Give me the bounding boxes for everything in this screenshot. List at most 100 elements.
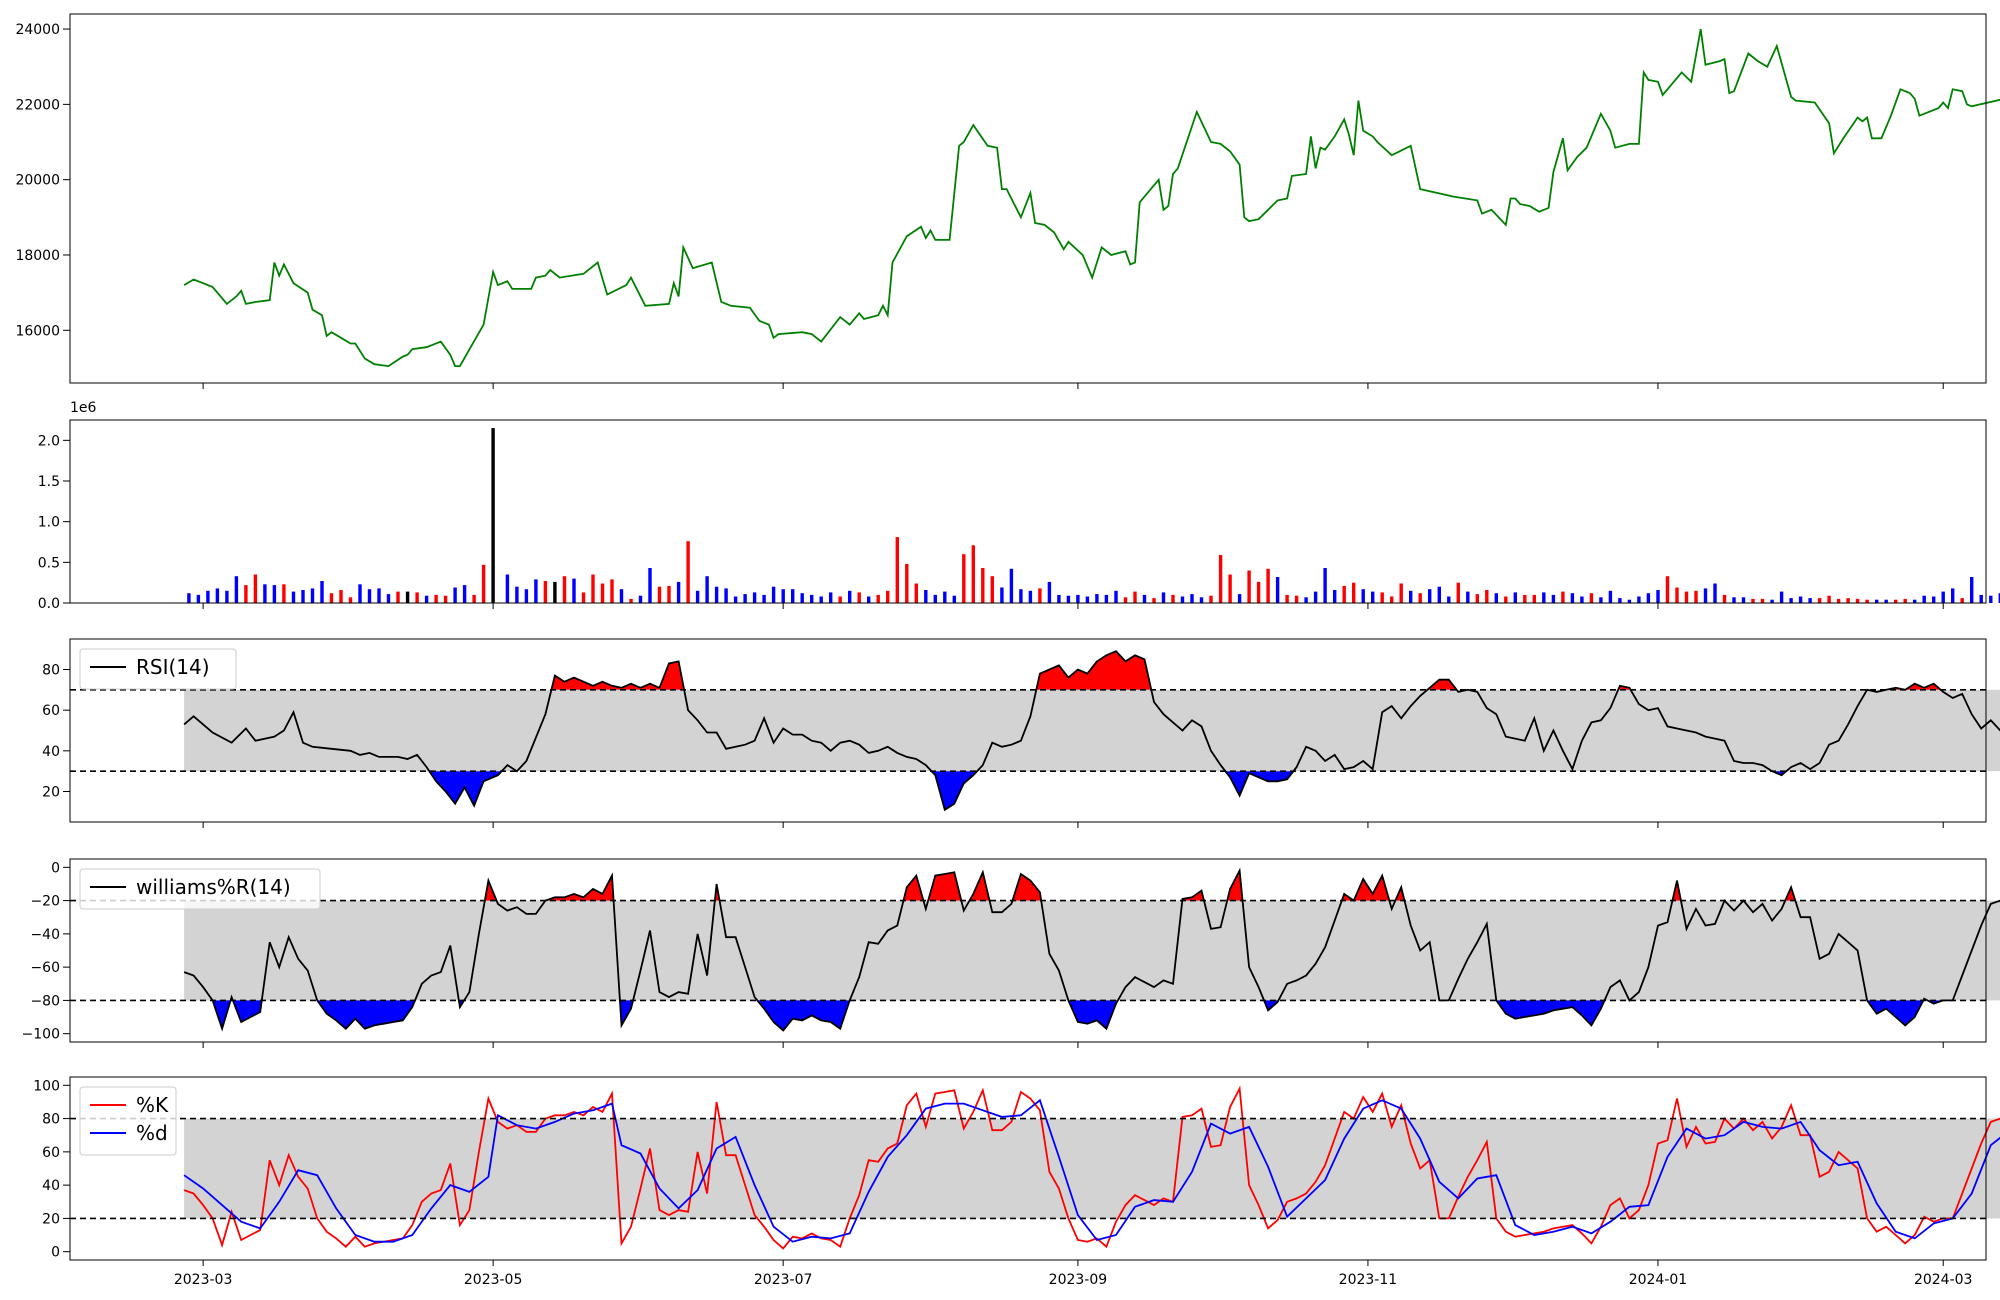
volume-bar (282, 584, 286, 603)
volume-bar (253, 574, 258, 603)
volume-bar (1703, 588, 1708, 603)
volume-bar (1570, 593, 1575, 603)
volume-bar (1028, 590, 1033, 603)
x-axis-tick-label: 2023-07 (754, 1272, 813, 1288)
volume-bar (610, 579, 614, 603)
volume-bar (1294, 595, 1299, 603)
volume-bar (1798, 596, 1803, 603)
volume-bar (676, 581, 681, 603)
volume-bar (1637, 596, 1641, 603)
volume-bar (1922, 595, 1926, 603)
rsi-ytick-label: 60 (42, 703, 60, 719)
volume-bar (1390, 596, 1394, 603)
volume-bar (206, 590, 210, 603)
volume-bar (1409, 590, 1413, 603)
volume-bar (1323, 568, 1327, 603)
volume-bar (705, 576, 709, 603)
volume-bar (1827, 595, 1831, 603)
volume-panel: 0.0 0.5 1.0 1.5 2.0 1e6 (38, 400, 2000, 612)
price-ytick-label: 22000 (15, 97, 60, 113)
williams-ytick-label: −60 (30, 960, 60, 976)
volume-bar (1779, 591, 1784, 603)
volume-bar (329, 593, 334, 603)
volume-bar (886, 590, 890, 603)
volume-bar (1456, 582, 1460, 603)
volume-bar (867, 596, 871, 603)
price-line (183, 28, 2000, 368)
volume-bar (1133, 591, 1137, 603)
rsi-ytick-label: 20 (42, 785, 60, 801)
volume-bar (424, 595, 429, 603)
volume-bar (1142, 594, 1147, 603)
volume-bar (1199, 597, 1204, 603)
x-axis-tick-label: 2024-03 (1914, 1272, 1973, 1288)
stochastic-legend-label: %d (136, 1121, 168, 1145)
volume-bar (462, 585, 467, 603)
volume-bar (1418, 593, 1422, 603)
volume-bar (1932, 596, 1936, 603)
volume-bar (1865, 599, 1869, 603)
volume-bar (914, 583, 918, 603)
price-ytick-label: 20000 (15, 173, 60, 189)
volume-bar (1485, 590, 1489, 603)
williams-r-panel: 0 −20 −40 −60 −80 −100 williams%R(14) (22, 858, 2000, 1048)
volume-bar (1228, 574, 1232, 603)
volume-bar (472, 594, 476, 603)
volume-bar (515, 586, 519, 603)
volume-bar (629, 598, 633, 603)
williams-frame (69, 858, 1987, 1043)
volume-bar (1504, 596, 1508, 603)
volume-bar (272, 585, 277, 603)
volume-bar (1951, 588, 1955, 603)
volume-bar (895, 537, 899, 603)
volume-bar (733, 596, 738, 603)
stochastic-frame (69, 1076, 1987, 1261)
volume-bar (933, 594, 937, 603)
volume-bar (524, 589, 529, 603)
volume-bar (1304, 597, 1308, 603)
volume-bar (810, 594, 814, 603)
volume-bar (1903, 598, 1907, 603)
volume-bar (971, 545, 975, 603)
volume-bar (1846, 598, 1850, 603)
volume-bar (386, 594, 391, 603)
volume-bar (1732, 597, 1736, 603)
volume-bar (762, 594, 766, 603)
volume-bar (225, 590, 229, 603)
williams-neutral-band (184, 900, 2000, 1001)
volume-bar (1352, 582, 1356, 603)
rsi-frame (69, 638, 1987, 823)
volume-ytick-label: 2.0 (38, 433, 60, 449)
volume-bar (1019, 589, 1023, 603)
volume-bar (405, 591, 410, 603)
volume-bar (752, 592, 757, 603)
volume-bar (1380, 592, 1384, 603)
volume-bar (1371, 591, 1375, 603)
volume-bar (962, 554, 966, 603)
williams-ytick-label: −20 (30, 894, 60, 910)
volume-bar (1399, 583, 1403, 603)
volume-bar (1646, 593, 1651, 603)
volume-bar (591, 574, 595, 603)
volume-bar (581, 592, 586, 603)
volume-bar (667, 585, 671, 603)
volume-bar (320, 581, 324, 603)
volume-ytick-label: 1.0 (38, 515, 60, 531)
stochastic-d-line (183, 1098, 2000, 1243)
volume-bar (1589, 593, 1594, 603)
volume-bar (215, 588, 220, 603)
volume-bar (481, 564, 486, 603)
volume-bar (244, 585, 248, 603)
volume-ytick-label: 0.0 (38, 596, 60, 612)
volume-bar (695, 590, 700, 603)
volume-bar (838, 596, 842, 603)
rsi-ytick-label: 40 (42, 744, 60, 760)
volume-bar (1836, 598, 1841, 603)
rsi-line (183, 650, 2000, 812)
volume-bar (562, 576, 567, 603)
volume-bar (1104, 594, 1109, 603)
volume-bar (1722, 594, 1727, 603)
volume-bar (1542, 592, 1546, 603)
